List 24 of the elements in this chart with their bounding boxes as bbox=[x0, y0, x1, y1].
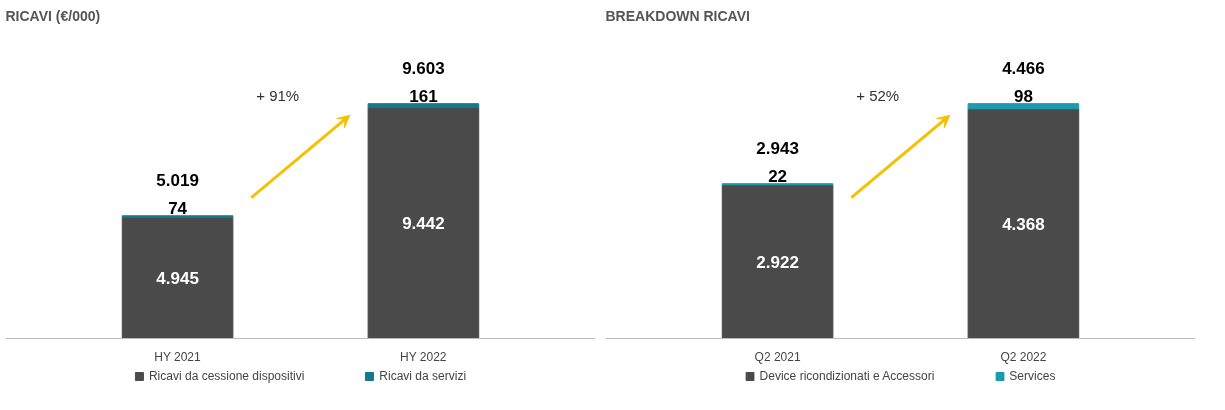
total-label: 5.019 bbox=[156, 170, 199, 190]
data-label: 2.922 bbox=[756, 252, 799, 272]
total-label: 4.466 bbox=[1002, 58, 1045, 78]
data-label: 74 bbox=[168, 198, 188, 218]
x-tick-label: Q2 2021 bbox=[754, 349, 801, 364]
legend-label: Services bbox=[1009, 369, 1056, 383]
data-label: 4.368 bbox=[1002, 214, 1045, 234]
annotation: + 91% bbox=[256, 86, 300, 104]
data-label: 161 bbox=[409, 86, 438, 106]
x-tick-label: Q2 2022 bbox=[1000, 349, 1047, 364]
total-label: 9.603 bbox=[402, 58, 445, 78]
legend-label: Device ricondizionati e Accessori bbox=[759, 369, 935, 383]
total-label: 2.943 bbox=[756, 138, 799, 158]
annotation: + 52% bbox=[856, 86, 900, 104]
legend-label: Ricavi da servizi bbox=[379, 369, 467, 383]
legend-label: Ricavi da cessione dispositivi bbox=[148, 369, 305, 383]
data-label: 22 bbox=[768, 166, 788, 186]
x-tick-label: HY 2022 bbox=[400, 349, 447, 364]
data-label: 98 bbox=[1013, 86, 1033, 106]
data-label: 4.945 bbox=[156, 269, 199, 289]
x-tick-label: HY 2021 bbox=[154, 349, 202, 364]
data-label: 9.442 bbox=[402, 214, 445, 234]
chart-title: RICAVI (€/000) bbox=[5, 7, 101, 24]
chart-title: BREAKDOWN RICAVI bbox=[605, 7, 750, 24]
